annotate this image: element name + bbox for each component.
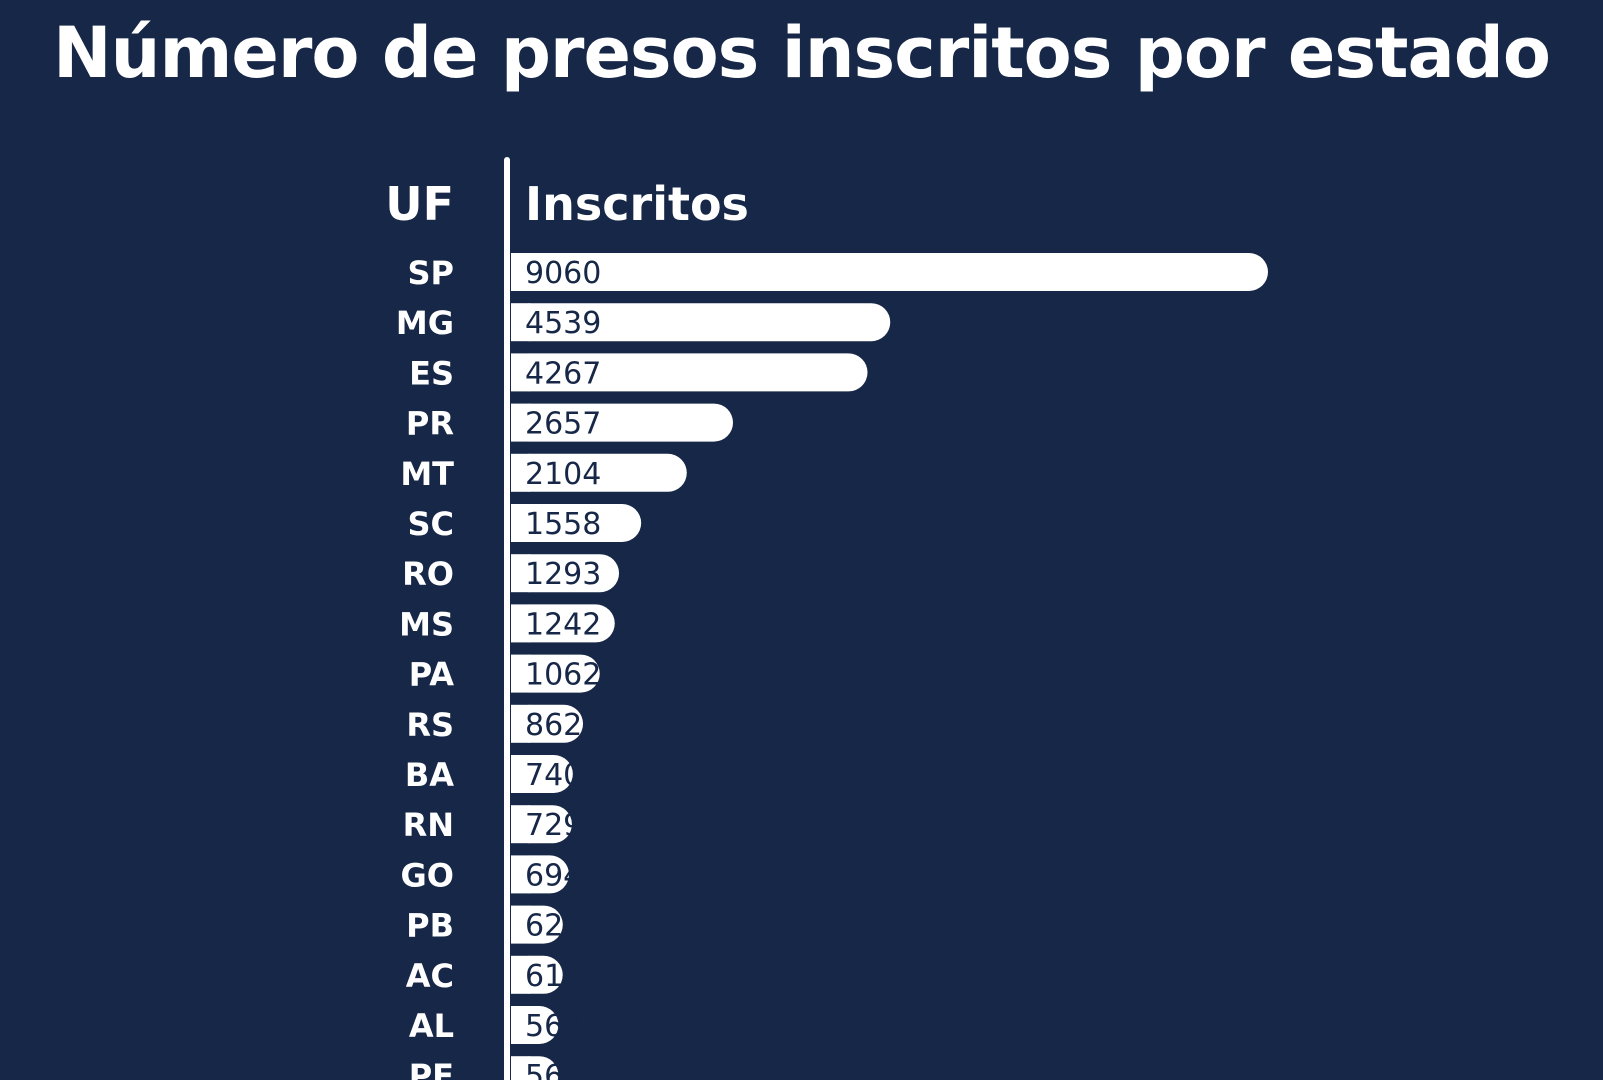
bar-left-cap (511, 654, 530, 693)
bar-left-cap (511, 504, 530, 542)
category-label: ES (409, 354, 454, 392)
bar-row-pb: PB 620 (406, 905, 582, 945)
bar-left-cap (511, 604, 530, 643)
data-label: 620 (525, 909, 582, 944)
data-label: 567 (525, 1059, 582, 1080)
category-label: RS (406, 706, 454, 744)
bar-left-cap (511, 303, 530, 342)
data-label: 1062 (525, 658, 601, 693)
category-label: AL (409, 1007, 454, 1045)
value-column-header: Inscritos (525, 177, 749, 231)
bar-row-rs: RS 862 (406, 704, 584, 744)
bar-left-cap (511, 955, 530, 994)
bar-row-sc: SC 1558 (407, 504, 642, 543)
category-label: PA (409, 656, 455, 694)
bar-left-cap (511, 1056, 530, 1080)
data-label: 2657 (525, 407, 601, 442)
bar-row-ms: MS 1242 (399, 604, 615, 643)
bar-left-cap (511, 403, 530, 442)
bar-left-cap (511, 704, 530, 743)
category-column-header: UF (385, 177, 454, 231)
bar (511, 403, 734, 442)
data-label: 2104 (525, 457, 601, 492)
category-label: SC (407, 505, 454, 543)
chart-title: Número de presos inscritos por estado (53, 12, 1551, 94)
category-label: BA (405, 756, 454, 794)
bar-left-cap (511, 755, 530, 793)
bar-row-pe: PE 567 (409, 1056, 582, 1080)
bar (511, 554, 620, 593)
bar-row-sp: SP 9060 (408, 253, 1268, 292)
data-label: 1242 (525, 607, 601, 642)
data-label: 4539 (525, 306, 601, 341)
bar-row-al: AL 568 (409, 1006, 582, 1045)
bar-left-cap (511, 855, 530, 894)
bar-left-cap (511, 453, 530, 492)
category-label: PB (406, 907, 454, 945)
data-label: 740 (525, 758, 582, 793)
bar-row-mt: MT 2104 (400, 453, 687, 493)
category-label: RN (403, 806, 454, 844)
bar (511, 253, 1268, 291)
bar-row-pa: PA 1062 (409, 654, 601, 694)
category-label: GO (401, 856, 454, 894)
bar-left-cap (511, 353, 530, 392)
data-label: 4267 (525, 356, 601, 391)
category-label: AC (406, 957, 454, 995)
data-label: 694 (525, 858, 582, 893)
category-label: MG (396, 304, 454, 342)
category-label: MS (399, 605, 454, 643)
data-label: 1558 (525, 507, 601, 542)
bar-left-cap (511, 253, 530, 291)
bar-row-ac: AC 619 (406, 955, 582, 995)
bar-row-rn: RN 729 (403, 805, 582, 844)
bar (511, 353, 868, 392)
category-label: PE (409, 1057, 454, 1080)
bar-row-ba: BA 740 (405, 755, 582, 794)
bar (511, 604, 615, 643)
data-label: 729 (525, 808, 582, 843)
data-label: 619 (525, 959, 582, 994)
bar (511, 453, 687, 492)
bar-row-pr: PR 2657 (406, 403, 734, 443)
bar-row-go: GO 694 (401, 855, 582, 894)
category-label: PR (406, 405, 454, 443)
bar-row-mg: MG 4539 (396, 303, 891, 342)
data-label: 9060 (525, 256, 601, 291)
bar-left-cap (511, 805, 530, 844)
bar-left-cap (511, 905, 530, 944)
category-label: RO (402, 555, 454, 593)
data-label: 1293 (525, 557, 601, 592)
bar-left-cap (511, 554, 530, 593)
bar (511, 504, 642, 542)
bar-row-ro: RO 1293 (402, 554, 620, 593)
category-label: MT (400, 455, 454, 493)
bar-row-es: ES 4267 (409, 353, 868, 392)
bar (511, 654, 600, 693)
data-label: 862 (525, 708, 582, 743)
bar-left-cap (511, 1006, 530, 1044)
category-label: SP (408, 254, 455, 292)
data-label: 568 (525, 1009, 582, 1044)
bar (511, 303, 891, 342)
